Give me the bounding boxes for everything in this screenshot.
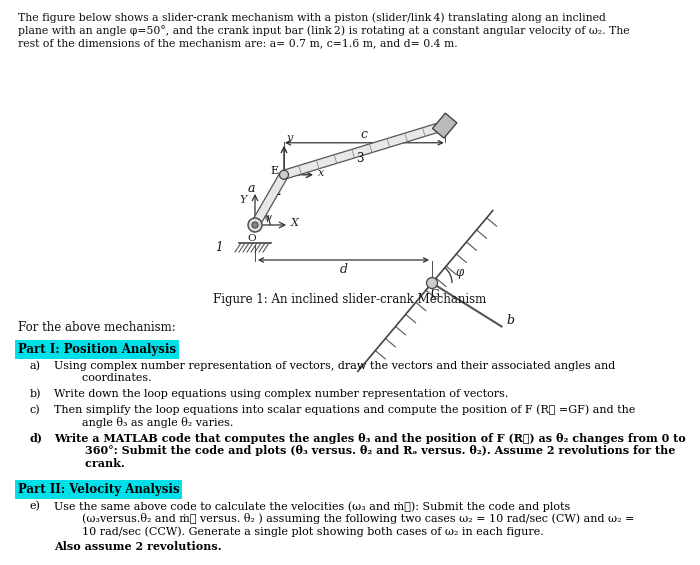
Text: e): e)	[30, 501, 41, 511]
Text: a): a)	[30, 361, 41, 371]
Circle shape	[279, 170, 288, 179]
Text: G: G	[430, 289, 439, 299]
Text: Part II: Velocity Analysis: Part II: Velocity Analysis	[18, 483, 180, 496]
Text: x: x	[318, 168, 324, 178]
Text: Write a MATLAB code that computes the angles θ₃ and the position of F (R₟) as θ₂: Write a MATLAB code that computes the an…	[54, 432, 686, 469]
Text: d: d	[340, 263, 347, 276]
Text: Using complex number representation of vectors, draw the vectors and their assoc: Using complex number representation of v…	[54, 361, 615, 383]
Circle shape	[426, 277, 438, 289]
Text: c: c	[360, 128, 368, 141]
Text: y: y	[286, 133, 293, 143]
Text: 2: 2	[273, 185, 281, 198]
Text: Also assume 2 revolutions.: Also assume 2 revolutions.	[54, 541, 222, 551]
Text: φ: φ	[455, 266, 463, 279]
Text: Use the same above code to calculate the velocities (ω₃ and ṁ₟): Submit the code: Use the same above code to calculate the…	[54, 501, 634, 537]
Text: Y: Y	[239, 195, 246, 205]
Circle shape	[252, 222, 258, 228]
Text: X: X	[291, 218, 299, 228]
Text: b: b	[507, 315, 514, 328]
Text: O: O	[248, 234, 256, 243]
Text: 3: 3	[356, 152, 364, 165]
Polygon shape	[283, 121, 446, 179]
Text: ψ: ψ	[264, 213, 272, 222]
Text: Figure 1: An inclined slider-crank Mechanism: Figure 1: An inclined slider-crank Mecha…	[214, 293, 486, 306]
Text: Write down the loop equations using complex number representation of vectors.: Write down the loop equations using comp…	[54, 389, 508, 399]
Text: The figure below shows a slider-crank mechanism with a piston (slider/link 4) tr: The figure below shows a slider-crank me…	[18, 12, 606, 23]
Text: Then simplify the loop equations into scalar equations and compute the position : Then simplify the loop equations into sc…	[54, 405, 636, 428]
Polygon shape	[433, 113, 457, 138]
Text: b): b)	[30, 389, 41, 399]
Text: For the above mechanism:: For the above mechanism:	[18, 321, 176, 334]
Text: E: E	[270, 166, 278, 176]
Text: d): d)	[30, 432, 43, 444]
Circle shape	[248, 218, 262, 232]
Text: a: a	[248, 182, 255, 195]
Polygon shape	[251, 172, 288, 227]
Text: plane with an angle φ=50°, and the crank input bar (link 2) is rotating at a con: plane with an angle φ=50°, and the crank…	[18, 25, 629, 36]
Text: c): c)	[30, 405, 41, 415]
Text: 1: 1	[215, 241, 223, 254]
Text: Part I: Position Analysis: Part I: Position Analysis	[18, 343, 176, 356]
Text: rest of the dimensions of the mechanism are: a= 0.7 m, c=1.6 m, and d= 0.4 m.: rest of the dimensions of the mechanism …	[18, 38, 458, 48]
